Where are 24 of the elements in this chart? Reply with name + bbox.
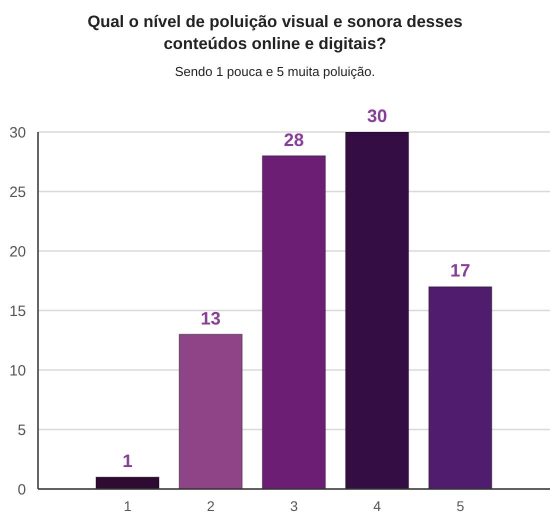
x-tick-label: 2 [206, 498, 215, 513]
data-label: 1 [122, 451, 132, 472]
data-label: 30 [367, 106, 388, 126]
y-tick-label: 0 [18, 481, 26, 498]
y-tick-label: 10 [9, 362, 26, 380]
bar [262, 155, 326, 489]
data-label: 13 [200, 308, 221, 328]
y-tick-label: 20 [9, 243, 26, 260]
x-tick-label: 4 [373, 498, 382, 513]
chart-title: Qual o nível de poluição visual e sonora desses conteúdos online e digitais? [87, 13, 463, 53]
x-tick-label: 1 [124, 498, 132, 513]
y-tick-label: 25 [9, 184, 26, 201]
x-tick-label: 3 [290, 498, 298, 513]
data-label: 28 [284, 130, 304, 150]
bar [428, 286, 492, 489]
bar [95, 476, 160, 489]
bar [345, 132, 410, 489]
bar [178, 334, 243, 489]
data-label: 17 [450, 260, 470, 281]
x-tick-label: 5 [456, 498, 464, 513]
y-tick-label: 15 [9, 302, 26, 320]
y-tick-label: 5 [18, 422, 26, 439]
chart-subtitle: Sendo 1 pouca e 5 muita poluição. [174, 64, 376, 79]
y-tick-label: 30 [9, 124, 26, 142]
